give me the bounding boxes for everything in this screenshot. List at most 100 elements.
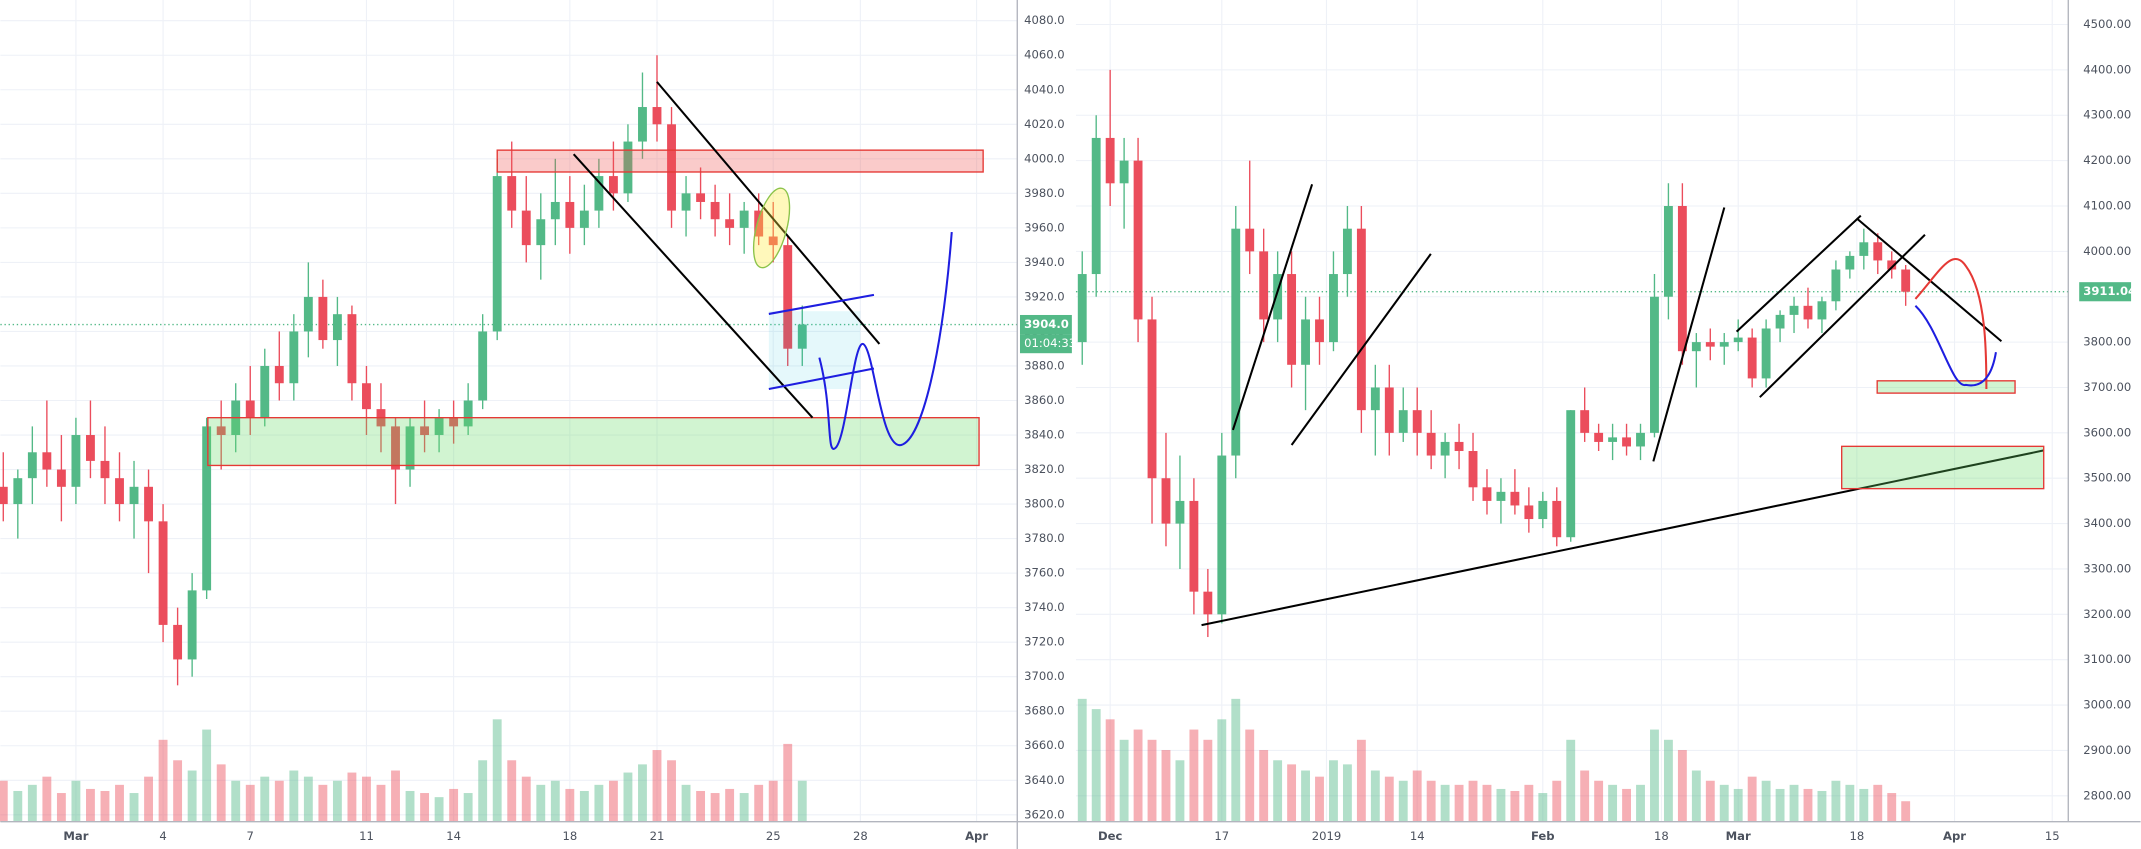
- candle-body: [739, 210, 749, 228]
- candle-body: [1105, 137, 1115, 184]
- candle-body: [129, 486, 139, 505]
- candle-body: [1077, 274, 1087, 343]
- candle-body: [681, 193, 691, 211]
- volume-bar: [1482, 784, 1492, 822]
- volume-bar: [1496, 788, 1506, 822]
- candle-body: [1259, 251, 1269, 320]
- volume-bar: [1370, 770, 1380, 822]
- volume-bar: [1747, 776, 1757, 822]
- volume-bar: [1077, 698, 1087, 822]
- y-tick-label: 3740.0: [1024, 600, 1065, 614]
- range-box: [768, 311, 861, 390]
- trend-line: [1759, 234, 1926, 398]
- candle-body: [0, 486, 8, 505]
- candle-body: [1887, 260, 1897, 270]
- volume-bar: [638, 764, 647, 822]
- candle-body: [391, 426, 400, 470]
- x-tick-label: Feb: [1531, 829, 1555, 843]
- candle-body: [289, 331, 299, 384]
- volume-bar: [725, 788, 735, 822]
- x-tick-label: Apr: [1943, 829, 1966, 843]
- candle-body: [1370, 387, 1380, 411]
- trend-line: [1231, 183, 1314, 431]
- volume-bar: [129, 793, 139, 822]
- y-tick-label: 3700.0: [1024, 669, 1065, 683]
- volume-bar: [202, 729, 212, 822]
- candle-body: [1133, 160, 1143, 320]
- candle-body: [1775, 314, 1785, 329]
- volume-bar: [86, 788, 95, 822]
- candle-body: [1412, 410, 1422, 433]
- candle-body: [1803, 305, 1813, 320]
- volume-bar: [1301, 770, 1310, 822]
- volume-bar: [1691, 770, 1701, 822]
- volume-bar: [1440, 784, 1450, 822]
- volume-bar: [420, 793, 430, 822]
- candle-body: [1845, 255, 1855, 270]
- volume-bar: [391, 770, 400, 822]
- candle-body: [1398, 410, 1408, 433]
- x-tick-label: 15: [2045, 829, 2060, 843]
- volume-bar: [754, 784, 764, 822]
- volume-bar: [652, 750, 662, 822]
- y-tick-label: 4000.0: [1024, 151, 1065, 165]
- candle-body: [1650, 296, 1659, 433]
- y-tick-label: 4020.0: [1024, 117, 1065, 131]
- y-tick-label: 2800.00: [2083, 788, 2131, 802]
- trend-line: [1201, 449, 2044, 627]
- y-tick-label: 4200.00: [2083, 153, 2131, 167]
- projection-curve: [1914, 305, 1997, 387]
- candle-body: [1677, 205, 1687, 352]
- volume-bar: [1887, 793, 1897, 822]
- y-tick-label: 3600.00: [2083, 425, 2131, 439]
- y-tick-label: 4400.00: [2083, 62, 2131, 76]
- y-tick-label: 4080.0: [1024, 13, 1065, 27]
- candle-body: [1468, 451, 1478, 488]
- y-tick-label: 4500.00: [2083, 17, 2131, 31]
- volume-bar: [1189, 729, 1199, 822]
- candle-body: [594, 176, 604, 211]
- x-tick-label: Dec: [1098, 829, 1122, 843]
- candle-body: [783, 245, 793, 349]
- volume-bar: [1845, 784, 1855, 822]
- label-layer: 3620.0 3640.0 3660.0 3680.0 3700.0 3720.0 3740…: [63, 13, 2136, 843]
- candle-body: [100, 460, 110, 479]
- volume-bar: [797, 780, 807, 822]
- candle-body: [696, 193, 706, 202]
- volume-bar: [696, 790, 706, 822]
- grid-layer: [0, 0, 2069, 822]
- candle-body: [1510, 491, 1520, 506]
- candle-body: [463, 400, 473, 427]
- volume-bar: [216, 764, 226, 822]
- volume-bar: [1873, 784, 1883, 822]
- volume-bar: [1147, 739, 1157, 822]
- candle-body: [1831, 269, 1841, 302]
- y-tick-label: 3700.00: [2083, 380, 2131, 394]
- x-tick-label: 28: [853, 829, 868, 843]
- volume-bar: [1803, 788, 1813, 822]
- candle-body: [1384, 387, 1394, 433]
- volume-bar: [1663, 739, 1673, 822]
- volume-bar: [1273, 760, 1283, 822]
- volume-bar: [1677, 750, 1687, 822]
- volume-bar: [144, 776, 153, 822]
- volume-bar: [1203, 739, 1213, 822]
- volume-bar: [1342, 764, 1352, 822]
- volume-bar: [173, 760, 183, 822]
- candle-body: [158, 521, 168, 625]
- y-tick-label: 3640.0: [1024, 773, 1065, 787]
- candle-body: [332, 314, 342, 341]
- candle-body: [1789, 305, 1799, 315]
- volume-bar: [27, 784, 37, 822]
- volume-bar: [115, 784, 124, 822]
- candle-body: [434, 417, 444, 436]
- volume-bar: [1775, 788, 1785, 822]
- volume-bar: [1454, 784, 1464, 822]
- candle-body: [652, 107, 662, 125]
- volume-bar: [1091, 709, 1101, 822]
- volume-bar: [1733, 788, 1743, 822]
- volume-bar: [187, 770, 197, 822]
- candle-body: [115, 478, 124, 505]
- y-tick-label: 3500.00: [2083, 471, 2131, 485]
- volume-bar: [594, 784, 604, 822]
